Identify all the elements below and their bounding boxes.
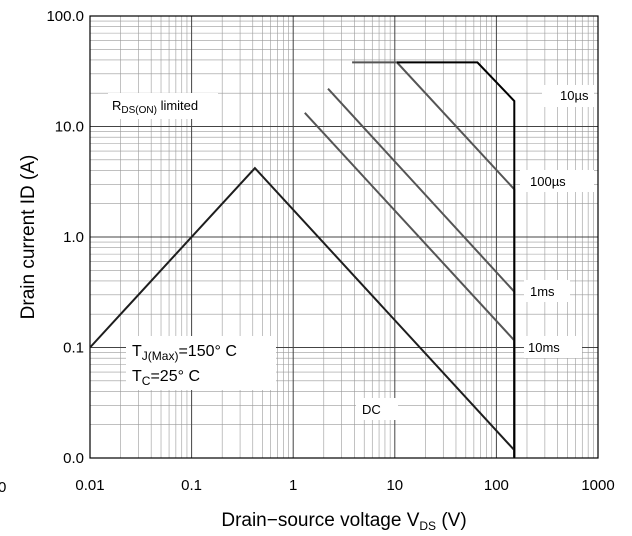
curve-label-1ms: 1ms bbox=[530, 284, 555, 299]
tick-labels: 0.01 0.1 1 10 100 1000 0.0 0.1 1.0 10.0 100.0 bbox=[46, 8, 614, 494]
curve-label-10us: 10µs bbox=[560, 88, 589, 103]
grid bbox=[89, 15, 599, 459]
y-tick-label: 10.0 bbox=[55, 119, 84, 136]
label-box-100us bbox=[520, 170, 594, 192]
series-line-10ms bbox=[304, 112, 516, 458]
y-tick-label: 0.0 bbox=[63, 450, 84, 467]
label-box-1ms bbox=[524, 280, 570, 302]
y-tick-label: 0.1 bbox=[63, 340, 84, 357]
y-tick-label: 1.0 bbox=[63, 229, 84, 246]
rds-label-box bbox=[108, 93, 218, 119]
y-axis-title: Drain current ID (A) bbox=[18, 155, 39, 320]
x-tick-label: 0.1 bbox=[181, 477, 202, 494]
tj-max-label: TJ(Max)=150° C bbox=[132, 343, 237, 363]
label-box-dc bbox=[356, 398, 398, 420]
series-line-dc bbox=[89, 166, 516, 458]
x-tick-label: 10 bbox=[386, 477, 403, 494]
x-tick-label: 1000 bbox=[581, 477, 614, 494]
curve-label-100us: 100µs bbox=[530, 174, 566, 189]
label-box-10ms bbox=[524, 336, 582, 358]
stray-edge-label: 0 bbox=[0, 479, 6, 496]
tj-tc-label-box bbox=[126, 336, 276, 390]
x-axis-title: Drain−source voltage VDS (V) bbox=[221, 510, 466, 533]
x-tick-label: 100 bbox=[484, 477, 509, 494]
x-tick-label: 0.01 bbox=[75, 477, 104, 494]
plot-frame bbox=[89, 15, 599, 459]
curve-label-10ms: 10ms bbox=[528, 340, 560, 355]
rds-on-limited-label: RDS(ON) limited bbox=[112, 98, 198, 116]
series-line-10s bbox=[397, 61, 516, 458]
tc-label: TC=25° C bbox=[132, 368, 200, 388]
label-box-10us bbox=[542, 85, 594, 107]
curve-label-dc: DC bbox=[362, 402, 381, 417]
x-tick-label: 1 bbox=[289, 477, 297, 494]
series-lines bbox=[89, 61, 516, 458]
y-tick-label: 100.0 bbox=[46, 8, 84, 25]
